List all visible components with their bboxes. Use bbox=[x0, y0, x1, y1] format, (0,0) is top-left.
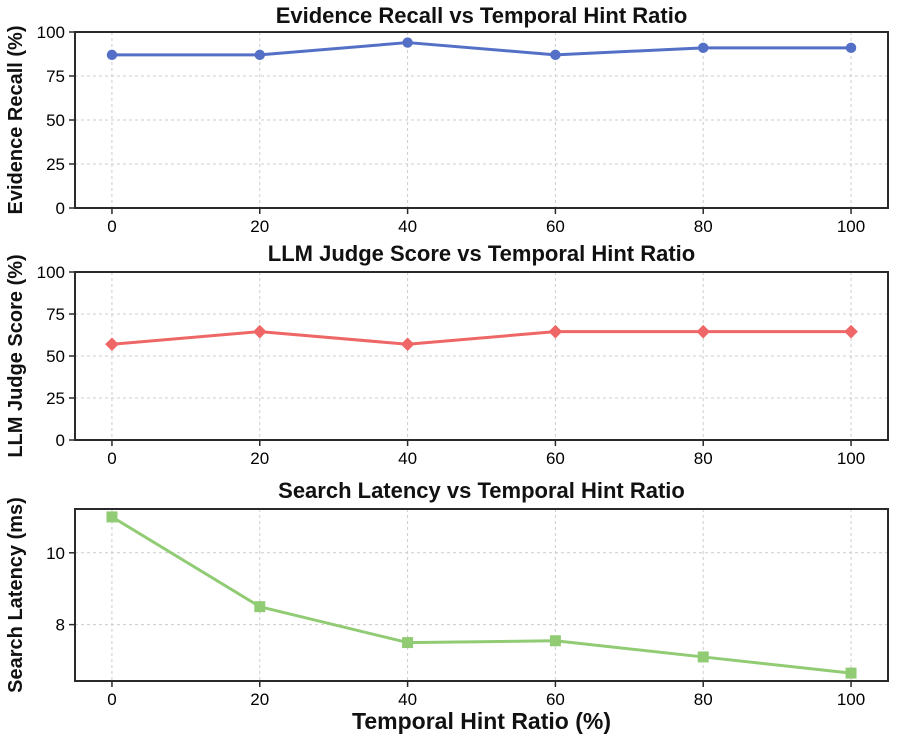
svg-text:60: 60 bbox=[546, 449, 565, 468]
svg-text:100: 100 bbox=[37, 23, 65, 42]
svg-text:80: 80 bbox=[694, 690, 713, 709]
chart-2-title: LLM Judge Score vs Temporal Hint Ratio bbox=[267, 241, 696, 266]
svg-text:50: 50 bbox=[46, 111, 65, 130]
chart-3-search-latency-plot: 0 20 40 60 80 100 8 10 bbox=[46, 508, 889, 709]
svg-text:25: 25 bbox=[46, 389, 65, 408]
chart-3-title: Search Latency vs Temporal Hint Ratio bbox=[278, 478, 685, 503]
svg-text:0: 0 bbox=[107, 449, 116, 468]
svg-text:100: 100 bbox=[837, 217, 865, 236]
svg-text:75: 75 bbox=[46, 305, 65, 324]
chart-1-evidence-recall-plot: 0 20 40 60 80 100 0 25 50 75 100 bbox=[37, 23, 889, 236]
svg-text:100: 100 bbox=[37, 263, 65, 282]
svg-text:80: 80 bbox=[694, 217, 713, 236]
x-axis-label: Temporal Hint Ratio (%) bbox=[352, 708, 611, 734]
svg-text:0: 0 bbox=[56, 199, 65, 218]
svg-text:60: 60 bbox=[546, 217, 565, 236]
svg-text:80: 80 bbox=[694, 449, 713, 468]
svg-text:10: 10 bbox=[46, 544, 65, 563]
svg-text:20: 20 bbox=[250, 690, 269, 709]
chart-2-llm-judge-score-plot: 0 20 40 60 80 100 0 25 50 75 100 bbox=[37, 263, 889, 468]
svg-text:75: 75 bbox=[46, 67, 65, 86]
chart-1-title: Evidence Recall vs Temporal Hint Ratio bbox=[275, 3, 688, 28]
svg-text:40: 40 bbox=[398, 217, 417, 236]
svg-text:40: 40 bbox=[398, 449, 417, 468]
svg-text:25: 25 bbox=[46, 155, 65, 174]
svg-text:8: 8 bbox=[56, 616, 65, 635]
svg-text:60: 60 bbox=[546, 690, 565, 709]
svg-text:100: 100 bbox=[837, 449, 865, 468]
svg-text:0: 0 bbox=[56, 431, 65, 450]
svg-text:0: 0 bbox=[107, 690, 116, 709]
svg-text:40: 40 bbox=[398, 690, 417, 709]
svg-text:0: 0 bbox=[107, 217, 116, 236]
svg-text:20: 20 bbox=[250, 449, 269, 468]
svg-text:20: 20 bbox=[250, 217, 269, 236]
svg-text:100: 100 bbox=[837, 690, 865, 709]
svg-text:50: 50 bbox=[46, 347, 65, 366]
